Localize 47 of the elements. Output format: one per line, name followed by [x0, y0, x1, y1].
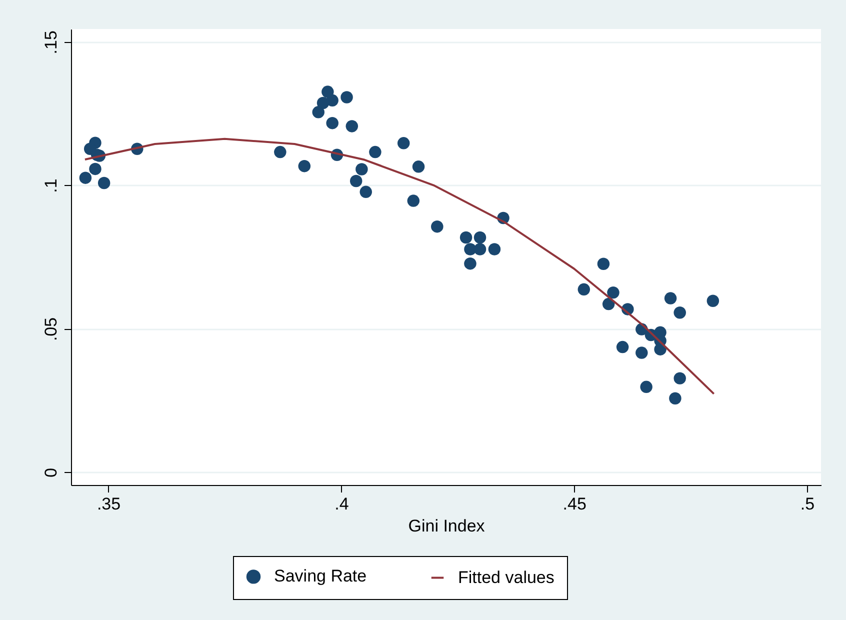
x-tick-label: .5 — [800, 494, 815, 514]
x-axis-title: Gini Index — [408, 516, 486, 536]
point — [326, 116, 338, 130]
point — [674, 306, 686, 319]
point — [640, 380, 652, 394]
point — [98, 176, 110, 190]
point — [431, 220, 444, 233]
point — [474, 231, 486, 244]
point — [460, 231, 472, 244]
point — [350, 174, 362, 188]
point — [706, 294, 720, 307]
point — [474, 243, 486, 256]
y-tick-label: .15 — [42, 30, 60, 54]
point — [607, 286, 620, 299]
point — [602, 298, 615, 310]
legend-label: Saving Rate — [274, 566, 367, 586]
point — [346, 120, 358, 132]
x-tick-label: .45 — [562, 494, 586, 514]
point — [326, 94, 338, 107]
point — [664, 292, 677, 304]
point — [360, 186, 372, 198]
point — [674, 372, 686, 384]
y-tick-label: 0 — [42, 468, 60, 478]
point — [412, 160, 425, 173]
point — [298, 160, 311, 172]
point — [89, 162, 102, 176]
x-tick-label: .35 — [96, 494, 121, 514]
y-tick-label: .05 — [42, 317, 60, 342]
y-tick-label: .1 — [42, 178, 60, 193]
point — [488, 243, 501, 256]
point — [274, 146, 286, 158]
point — [407, 194, 420, 207]
point — [356, 163, 368, 176]
legend-label: Fitted values — [458, 568, 554, 587]
point — [79, 172, 92, 184]
x-tick-label: .4 — [334, 494, 349, 514]
line-series — [84, 138, 715, 395]
point — [578, 283, 590, 296]
point — [597, 258, 610, 270]
point — [340, 91, 353, 104]
point — [669, 392, 682, 404]
point — [369, 146, 382, 158]
point — [397, 137, 410, 150]
point — [616, 340, 629, 354]
point — [464, 257, 476, 270]
point — [312, 106, 324, 118]
point — [636, 346, 648, 359]
